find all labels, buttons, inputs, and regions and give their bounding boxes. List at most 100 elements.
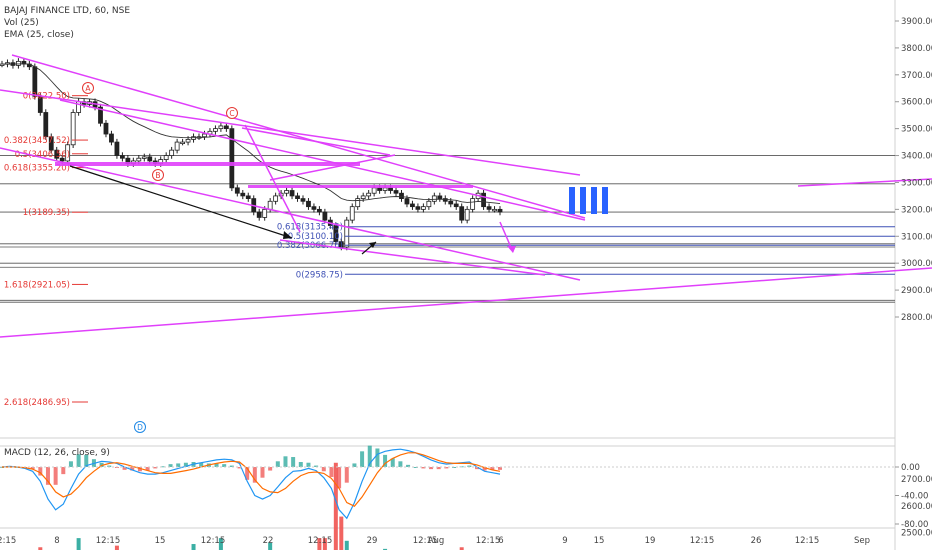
candle-body	[229, 128, 235, 189]
candle-body	[338, 241, 344, 248]
fib-level-label: 2.618(2486.95)	[4, 398, 70, 408]
candle-body	[453, 203, 459, 208]
candle-body	[180, 141, 185, 144]
candle-body	[223, 125, 229, 130]
candle-body	[169, 149, 175, 156]
macd-legend[interactable]: MACD (12, 26, close, 9)	[4, 448, 110, 458]
candle-body	[174, 141, 180, 151]
macd-histogram-bar	[214, 463, 219, 467]
fib-level-label: 0.618(3355.20)	[4, 164, 70, 174]
time-tick-label: 6	[498, 536, 503, 546]
macd-histogram-bar	[168, 464, 173, 467]
volume-bar	[114, 545, 119, 555]
macd-tick-label: -40.00	[901, 492, 928, 502]
trendline	[0, 89, 581, 176]
candle-body	[459, 206, 465, 221]
macd-histogram-bar	[61, 467, 66, 475]
macd-histogram-bar	[475, 467, 480, 470]
macd-histogram-bar	[291, 457, 296, 467]
candle-body	[388, 187, 393, 191]
macd-histogram-bar	[153, 467, 158, 469]
candle-body	[119, 155, 125, 159]
time-tick-label: 15	[594, 536, 605, 546]
ema-legend[interactable]: EMA (25, close)	[4, 30, 74, 40]
wave-label: D	[137, 423, 143, 432]
trendline	[797, 178, 932, 187]
volume-bar	[268, 542, 273, 555]
candle-body	[147, 156, 153, 162]
macd-histogram-bar	[252, 467, 257, 483]
zone-band	[55, 162, 360, 166]
time-tick-label: Sep	[854, 536, 870, 546]
time-tick-label: 12:15	[795, 536, 820, 546]
price-tick-label: 3600.00	[901, 98, 932, 108]
macd-histogram-bar	[383, 454, 388, 467]
candle-body	[103, 122, 109, 135]
time-tick-label: 8	[54, 536, 59, 546]
macd-histogram-bar	[406, 464, 411, 467]
candle-body	[295, 195, 300, 199]
arrow-head	[283, 231, 292, 239]
candle-body	[497, 208, 503, 213]
time-tick-label: 15	[155, 536, 166, 546]
trendline	[244, 124, 301, 233]
price-tick-label: 2900.00	[901, 286, 932, 296]
wave-label-circle	[152, 169, 164, 181]
candle-body	[267, 200, 273, 210]
price-tick-label: 3200.00	[901, 205, 932, 215]
fib-level-label: 0.382(3066.76)	[277, 241, 343, 251]
macd-histogram-bar	[45, 467, 50, 485]
price-tick-label: 3000.00	[901, 259, 932, 269]
volume-bar	[344, 540, 349, 555]
candle-body	[262, 208, 268, 218]
fib-level-label: 0.618(3135.45)	[277, 223, 343, 233]
volume-tick-label: 2600.00	[901, 502, 932, 512]
volume-legend[interactable]: Vol (25)	[4, 18, 39, 28]
candle-body	[289, 190, 295, 197]
fib-level-label: 0.382(3457.52)	[4, 136, 70, 146]
volume-bar	[76, 538, 81, 555]
candle-body	[437, 195, 443, 199]
candle-body	[366, 192, 372, 197]
macd-histogram-bar	[398, 461, 403, 467]
zone-band	[248, 185, 473, 188]
candle-body	[109, 133, 114, 143]
volume-tick-label: 2500.00	[901, 529, 932, 539]
symbol-legend[interactable]: BAJAJ FINANCE LTD, 60, NSE	[4, 6, 131, 16]
projection-arrow	[507, 246, 516, 253]
trendline	[11, 54, 586, 219]
candle-body	[481, 192, 486, 208]
macd-histogram-bar	[107, 465, 112, 467]
arrow-line	[69, 165, 293, 239]
candle-body	[399, 192, 404, 200]
macd-histogram-bar	[183, 462, 188, 467]
macd-histogram-bar	[122, 467, 127, 470]
candle-body	[322, 211, 328, 221]
candle-body	[317, 208, 322, 213]
macd-histogram-bar	[145, 467, 150, 471]
macd-histogram-bar	[30, 467, 35, 470]
candle-body	[234, 187, 240, 194]
candle-body	[114, 141, 120, 156]
macd-histogram-bar	[237, 467, 242, 469]
macd-histogram-bar	[53, 467, 58, 485]
fib-level-label: 0(2958.75)	[296, 270, 343, 280]
macd-histogram-bar	[482, 467, 487, 471]
macd-histogram-bar	[130, 467, 135, 471]
volume-bar	[333, 462, 338, 555]
price-tick-label: 3500.00	[901, 125, 932, 135]
candle-body	[448, 200, 454, 205]
candle-body	[70, 112, 76, 146]
macd-histogram-bar	[275, 461, 280, 467]
volume-bar	[339, 516, 344, 555]
macd-histogram-bar	[160, 466, 165, 468]
macd-histogram-bar	[390, 458, 395, 467]
price-tick-label: 3800.00	[901, 44, 932, 54]
macd-histogram-bar	[352, 463, 357, 467]
candle-body	[426, 200, 432, 208]
macd-histogram-bar	[421, 467, 426, 469]
macd-tick-label: 0.00	[901, 463, 920, 473]
candle-body	[360, 195, 366, 199]
